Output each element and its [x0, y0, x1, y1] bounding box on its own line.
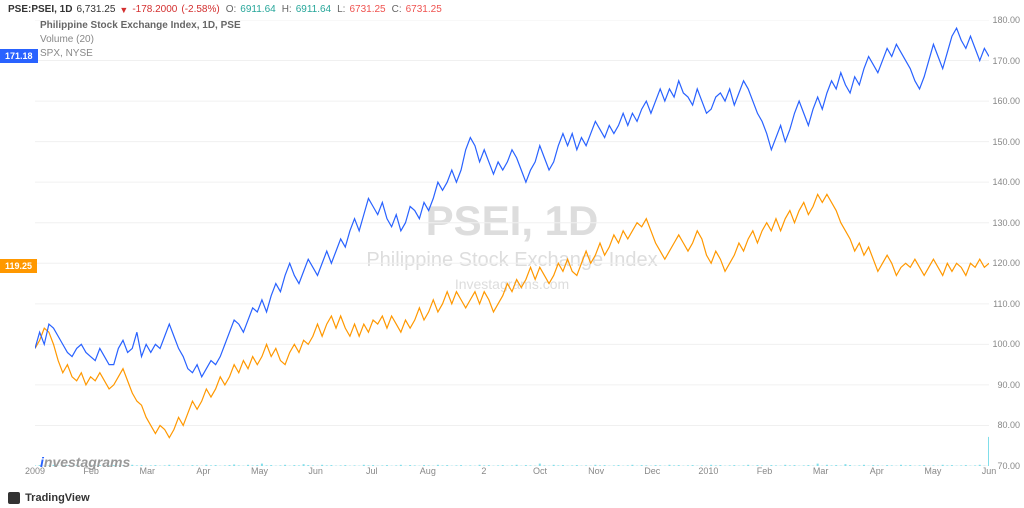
ohlc-c: 6731.25: [406, 4, 442, 15]
y-tick: 160.00: [992, 96, 1020, 106]
y-tick: 170.00: [992, 56, 1020, 66]
price-change-pct: (-2.58%): [181, 4, 219, 15]
y-tick: 100.00: [992, 339, 1020, 349]
x-axis: 2009FebMarAprMayJunJulAug2OctNovDec2010F…: [35, 466, 989, 486]
ohlc-l-label: L:: [337, 4, 345, 15]
x-tick: Mar: [813, 466, 829, 476]
x-tick: 2: [481, 466, 486, 476]
x-tick: Jun: [308, 466, 323, 476]
x-tick: Apr: [196, 466, 210, 476]
y-tick: 140.00: [992, 177, 1020, 187]
symbol-label: PSE:PSEI, 1D: [8, 4, 72, 15]
y-axis: 70.0080.0090.00100.00110.00120.00130.001…: [989, 20, 1024, 466]
ohlc-o: 6911.64: [240, 4, 275, 15]
x-tick: Apr: [870, 466, 884, 476]
logo-text: nvestagrams: [44, 454, 130, 470]
y-tick: 110.00: [993, 299, 1020, 309]
y-tick: 70.00: [997, 461, 1020, 471]
x-tick: 2010: [698, 466, 718, 476]
x-tick: Feb: [757, 466, 773, 476]
tradingview-text: TradingView: [25, 492, 90, 504]
ohlc-h-label: H:: [282, 4, 292, 15]
x-tick: Jun: [982, 466, 997, 476]
ohlc-c-label: C:: [392, 4, 402, 15]
quote-header: PSE:PSEI, 1D 6,731.25 ▼ -178.2000 (-2.58…: [8, 4, 442, 15]
y-tick: 120.00: [992, 258, 1020, 268]
x-tick: May: [251, 466, 268, 476]
tradingview-logo: TradingView: [8, 492, 90, 504]
ohlc-h: 6911.64: [296, 4, 331, 15]
tradingview-icon: [8, 492, 20, 504]
x-tick: Mar: [139, 466, 155, 476]
price-change: -178.2000: [132, 4, 177, 15]
ohlc-l: 6731.25: [349, 4, 385, 15]
y-tick: 130.00: [992, 218, 1020, 228]
price-label-psei: 171.18: [0, 49, 38, 63]
ohlc-o-label: O:: [226, 4, 237, 15]
y-tick: 90.00: [997, 380, 1020, 390]
price-label-spx: 119.25: [0, 259, 37, 273]
y-tick: 180.00: [992, 15, 1020, 25]
x-tick: Oct: [533, 466, 547, 476]
x-tick: May: [924, 466, 941, 476]
x-tick: Dec: [644, 466, 660, 476]
x-tick: Nov: [588, 466, 604, 476]
investagrams-logo: investagrams: [40, 454, 130, 470]
last-price: 6,731.25: [76, 4, 115, 15]
x-tick: Jul: [366, 466, 378, 476]
y-tick: 80.00: [997, 420, 1020, 430]
down-arrow-icon: ▼: [119, 5, 128, 15]
y-tick: 150.00: [992, 137, 1020, 147]
x-tick: Aug: [420, 466, 436, 476]
price-chart[interactable]: [35, 20, 989, 466]
